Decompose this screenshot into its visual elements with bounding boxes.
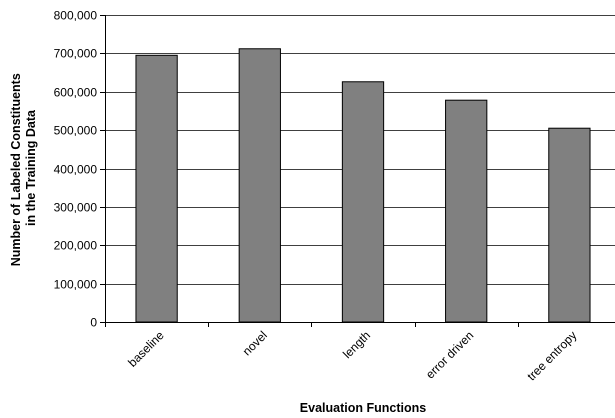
- y-axis-title: Number of Labeled Constituents in the Tr…: [9, 70, 38, 267]
- y-axis-title-line-2: in the Training Data: [24, 109, 38, 226]
- y-tick-label: 600,000: [54, 86, 98, 100]
- axes: [105, 15, 615, 323]
- y-tick-label: 200,000: [54, 239, 98, 253]
- bar-length: [341, 81, 385, 323]
- bar-baseline: [135, 54, 178, 323]
- y-tick-label: 500,000: [54, 124, 98, 138]
- x-tick-label: baseline: [125, 328, 167, 370]
- bar-error-driven: [445, 99, 488, 323]
- x-tick-label: novel: [240, 328, 270, 358]
- x-axis-ticks: baseline novel length error driven tree entr…: [105, 322, 580, 383]
- bars: [135, 48, 591, 323]
- bar-novel: [238, 48, 281, 323]
- y-axis-title-line-1: Number of Labeled Constituents: [9, 73, 23, 266]
- y-axis-ticks: 0 100,000 200,000 300,000 400,000 500,000 600,…: [54, 9, 105, 330]
- x-tick-label: error driven: [423, 328, 476, 381]
- y-tick-label: 400,000: [54, 163, 98, 177]
- y-tick-label: 800,000: [54, 9, 98, 23]
- y-tick-label: 300,000: [54, 201, 98, 215]
- y-tick-label: 0: [90, 316, 97, 330]
- x-tick-label: length: [340, 328, 373, 361]
- x-axis-title: Evaluation Functions: [300, 401, 426, 415]
- x-tick-label: tree entropy: [524, 328, 579, 383]
- bar-tree-entropy: [548, 127, 591, 323]
- y-tick-label: 100,000: [54, 278, 98, 292]
- y-tick-label: 700,000: [54, 47, 98, 61]
